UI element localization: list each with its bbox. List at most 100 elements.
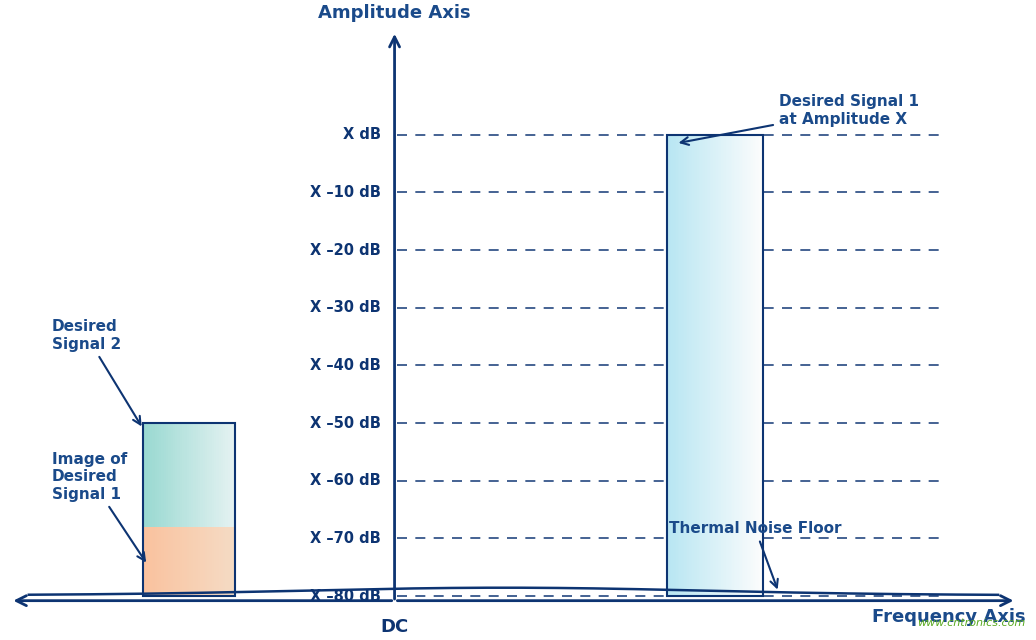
Bar xyxy=(177,423,180,527)
Bar xyxy=(162,423,165,527)
Bar xyxy=(228,423,231,527)
Bar xyxy=(217,527,220,596)
Bar xyxy=(230,527,233,596)
Text: X –60 dB: X –60 dB xyxy=(310,473,381,488)
Text: X –50 dB: X –50 dB xyxy=(310,415,381,431)
Bar xyxy=(719,135,722,596)
Bar xyxy=(148,423,151,527)
Bar xyxy=(757,135,760,596)
Bar xyxy=(162,527,165,596)
Bar xyxy=(673,135,675,596)
Bar xyxy=(211,527,214,596)
Bar xyxy=(694,135,696,596)
Bar xyxy=(692,135,695,596)
Bar xyxy=(737,135,740,596)
Bar xyxy=(207,423,210,527)
Bar xyxy=(722,135,725,596)
Bar xyxy=(200,423,203,527)
Bar xyxy=(173,423,176,527)
Bar xyxy=(221,527,224,596)
Bar xyxy=(668,135,670,596)
Bar xyxy=(186,527,190,596)
Bar xyxy=(171,527,174,596)
Text: www.cntronics.com: www.cntronics.com xyxy=(917,618,1026,628)
Bar xyxy=(678,135,681,596)
Bar xyxy=(729,135,731,596)
Bar xyxy=(164,527,167,596)
Bar xyxy=(739,135,741,596)
Bar xyxy=(715,135,717,596)
Bar xyxy=(198,527,201,596)
Bar xyxy=(194,527,197,596)
Bar xyxy=(209,527,212,596)
Bar xyxy=(748,135,751,596)
Bar xyxy=(718,135,720,596)
Text: Thermal Noise Floor: Thermal Noise Floor xyxy=(669,521,841,588)
Bar xyxy=(160,527,163,596)
Bar xyxy=(756,135,758,596)
Bar xyxy=(189,423,192,527)
Bar xyxy=(666,135,669,596)
Bar xyxy=(680,135,682,596)
Bar xyxy=(221,423,224,527)
Bar xyxy=(179,527,183,596)
Bar xyxy=(196,527,199,596)
Text: Desired
Signal 2: Desired Signal 2 xyxy=(52,319,141,424)
Bar xyxy=(232,423,235,527)
Bar xyxy=(148,527,151,596)
Bar xyxy=(750,135,752,596)
Text: X –80 dB: X –80 dB xyxy=(310,589,381,604)
Bar xyxy=(742,135,744,596)
Bar xyxy=(166,423,169,527)
Text: DC: DC xyxy=(380,618,408,636)
Bar xyxy=(166,527,169,596)
Bar xyxy=(713,135,716,596)
Bar xyxy=(759,135,761,596)
Bar xyxy=(761,135,764,596)
Bar xyxy=(740,135,743,596)
Bar xyxy=(186,423,190,527)
Bar xyxy=(219,423,222,527)
Bar xyxy=(232,527,235,596)
Bar xyxy=(207,527,210,596)
Bar xyxy=(670,135,672,596)
Bar xyxy=(230,423,233,527)
Bar xyxy=(677,135,679,596)
Bar xyxy=(214,527,218,596)
Bar xyxy=(164,423,167,527)
Bar xyxy=(156,527,160,596)
Bar xyxy=(150,423,153,527)
Text: X –10 dB: X –10 dB xyxy=(310,185,381,200)
Bar xyxy=(196,423,199,527)
Bar xyxy=(209,423,212,527)
Bar xyxy=(726,135,728,596)
Bar xyxy=(730,135,733,596)
Bar xyxy=(710,135,713,596)
Bar xyxy=(177,527,180,596)
Bar xyxy=(184,423,188,527)
Bar xyxy=(707,135,709,596)
Text: Image of
Desired
Signal 1: Image of Desired Signal 1 xyxy=(52,452,145,561)
Text: Amplitude Axis: Amplitude Axis xyxy=(318,4,471,22)
Bar xyxy=(721,135,723,596)
Bar xyxy=(704,135,708,596)
Bar xyxy=(191,527,195,596)
Bar xyxy=(156,423,160,527)
Bar xyxy=(189,527,192,596)
Bar xyxy=(751,135,754,596)
Bar xyxy=(143,527,146,596)
Bar xyxy=(143,423,146,527)
Bar xyxy=(168,423,172,527)
Bar xyxy=(684,135,687,596)
Bar xyxy=(160,423,163,527)
Bar xyxy=(175,527,178,596)
Bar xyxy=(666,135,762,596)
Bar xyxy=(226,423,229,527)
Bar xyxy=(745,135,748,596)
Bar xyxy=(214,423,218,527)
Bar xyxy=(154,527,157,596)
Bar xyxy=(152,423,155,527)
Text: X –40 dB: X –40 dB xyxy=(310,358,381,373)
Bar xyxy=(703,135,706,596)
Bar xyxy=(698,135,701,596)
